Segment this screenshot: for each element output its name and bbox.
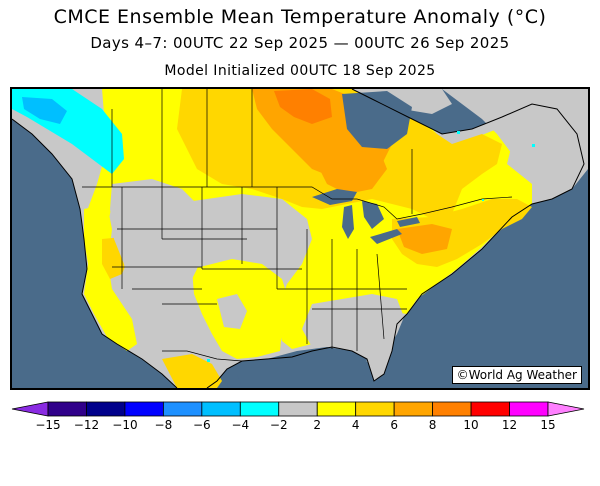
colorbar-swatch	[239, 401, 280, 417]
colorbar-swatch	[355, 401, 395, 417]
colorbar-swatch	[316, 401, 357, 417]
colorbar-swatch	[47, 401, 87, 417]
gulf-of-mexico	[237, 347, 367, 388]
lake-huron	[362, 201, 384, 229]
colorbar	[11, 401, 585, 417]
colorbar-tick-label: 4	[351, 418, 360, 432]
hudson-bay	[342, 91, 412, 149]
anomaly-mexico	[162, 354, 222, 388]
colorbar-tick-label: −4	[231, 418, 250, 432]
colorbar-tick-label: −8	[154, 418, 173, 432]
colorbar-tick-label: −10	[112, 418, 138, 432]
lake-michigan	[342, 205, 354, 239]
lake-superior	[312, 189, 357, 205]
colorbar-tick-label: −12	[73, 418, 100, 432]
colorbar-swatch	[393, 401, 434, 417]
colorbar-tick-label: 6	[390, 418, 398, 432]
cool-specks	[207, 131, 535, 362]
anomaly-map: ©World Ag Weather	[10, 87, 590, 390]
neutral-quebec	[442, 89, 588, 189]
anomaly-8to10	[274, 89, 332, 124]
lake-erie	[370, 229, 402, 244]
colorbar-swatch	[86, 401, 126, 417]
valid-period: Days 4–7: 00UTC 22 Sep 2025 — 00UTC 26 S…	[90, 34, 510, 52]
colorbar-tick-label: 12	[501, 418, 518, 432]
colorbar-tick-label: −2	[269, 418, 288, 432]
political-borders	[82, 89, 513, 362]
colorbar-ticks: −15 −12 −10 −8 −6 −4 −2 2 4 6 8 10 12 15	[0, 418, 600, 438]
colorbar-arrow-high	[547, 401, 585, 417]
colorbar-tick-label: 2	[313, 418, 322, 432]
map-title: CMCE Ensemble Mean Temperature Anomaly (…	[53, 6, 547, 28]
colorbar-tick-label: −6	[192, 418, 211, 432]
anomaly-west-coast	[84, 204, 137, 351]
anomaly-6to8-northeast	[397, 224, 452, 254]
colorbar-tick-label: 10	[463, 418, 479, 432]
neutral-southeast	[302, 294, 404, 364]
colorbar-tick-label: 15	[540, 418, 556, 432]
colorbar-swatch	[278, 401, 318, 417]
colorbar-swatch	[470, 401, 510, 417]
colorbar-swatch	[432, 401, 472, 417]
lake-ontario	[397, 217, 420, 227]
colorbar-swatch	[124, 401, 164, 417]
colorbar-swatch	[162, 401, 203, 417]
credit-label: ©World Ag Weather	[451, 366, 582, 384]
neutral-rockies	[110, 179, 207, 351]
map-canvas	[12, 89, 588, 388]
colorbar-tick-label: −15	[35, 418, 61, 432]
anomaly-cool-bc-core	[22, 97, 67, 124]
neutral-texas-west	[217, 294, 247, 329]
colorbar-swatch	[509, 401, 549, 417]
coastline	[12, 89, 585, 388]
model-init: Model Initialized 00UTC 18 Sep 2025	[164, 63, 436, 79]
colorbar-swatch	[201, 401, 241, 417]
colorbar-tick-label: 8	[428, 418, 437, 432]
colorbar-arrow-low	[11, 401, 49, 417]
